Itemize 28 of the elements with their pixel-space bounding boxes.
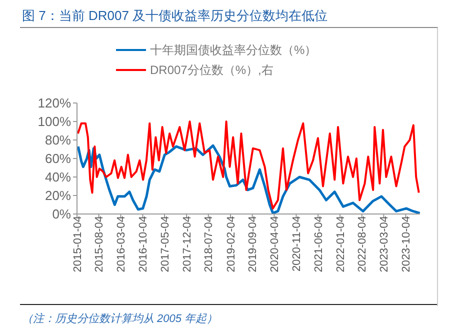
x-tick-label: 2021-06-04 (312, 216, 325, 272)
x-tick-label: 2019-02-04 (225, 216, 238, 272)
x-tick-label: 2018-07-04 (203, 216, 216, 272)
x-tick-label: 2022-08-04 (356, 216, 369, 272)
chart-title: 图 7：当前 DR007 及十债收益率历史分位数均在低位 (22, 7, 328, 25)
y-tick-label: 120% (38, 96, 72, 111)
x-tick-label: 2016-10-04 (138, 216, 150, 272)
x-tick-label: 2020-04-04 (269, 216, 282, 272)
x-tick-label: 2022-01-04 (334, 216, 347, 272)
legend-label: DR007分位数（%）,右 (150, 62, 274, 78)
x-tick-label: 2019-09-04 (247, 216, 260, 272)
y-tick-label: 100% (38, 114, 72, 130)
y-tick-label: 20% (44, 188, 72, 204)
text: （注：历史分位数计算均从 2005 年起） (22, 312, 218, 326)
x-tick-label: 2020-11-04 (291, 216, 304, 272)
line-series (77, 120, 420, 210)
y-tick-label: 80% (44, 132, 72, 148)
x-tick-label: 2023-10-04 (400, 216, 413, 272)
x-tick-label: 2015-08-04 (94, 216, 106, 272)
x-tick-label: 2017-12-04 (181, 216, 194, 272)
x-tick-label: 2017-05-04 (159, 216, 172, 272)
y-tick-label: 0% (52, 206, 72, 222)
legend-label: 十年期国债收益率分位数（%） (150, 42, 317, 58)
x-tick-label: 2016-03-04 (116, 216, 128, 272)
x-tick-label: 2015-01-04 (72, 216, 84, 272)
y-tick-label: 60% (44, 151, 72, 166)
x-tick-label: 2023-03-04 (378, 216, 390, 272)
y-tick-label: 40% (44, 170, 72, 185)
